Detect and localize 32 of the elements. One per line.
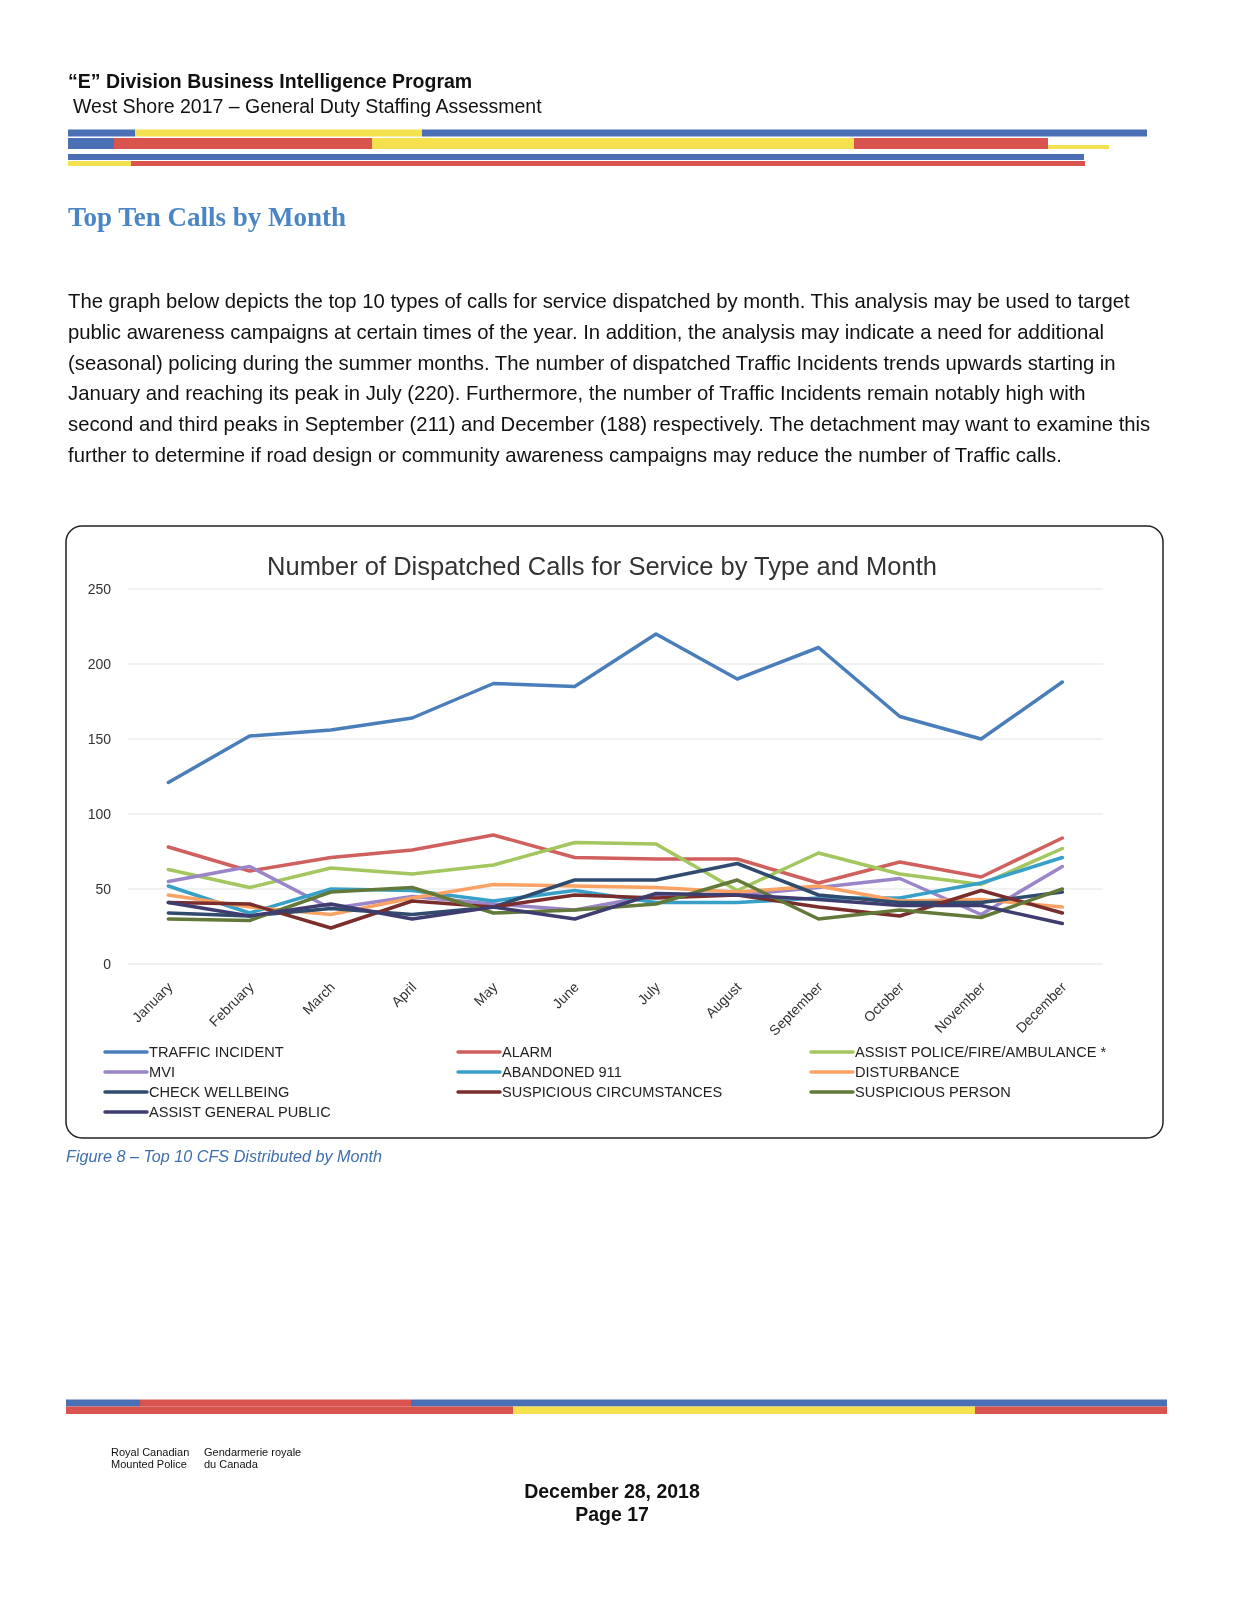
line-series (166, 878, 1065, 923)
line-series (166, 833, 1065, 885)
y-tick-label: 200 (87, 655, 112, 672)
text: “E” Division Business Intelligence Program (68, 70, 473, 92)
legend-label: TRAFFIC INCIDENT (149, 1044, 284, 1061)
y-tick-label: 0 (103, 955, 112, 972)
legend-label: ALARM (502, 1044, 553, 1061)
y-tick-label: 250 (87, 580, 112, 597)
legend-label: SUSPICIOUS PERSON (855, 1084, 1011, 1101)
y-tick-label: 50 (95, 880, 112, 897)
legend-label: ABANDONED 911 (502, 1064, 622, 1081)
text: December 28, 2018 (524, 1480, 700, 1502)
text: Gendarmerie royale du Canada (204, 1446, 302, 1470)
legend-label: ASSIST GENERAL PUBLIC (149, 1104, 331, 1121)
text: The graph below depicts the top 10 types of calls for service dispatched by month. This analysis may be used to target public awareness campaigns at certain times of the year. In addition, the analysis may indicate a need for additional (seasonal) policing during the summer months. The number of dispatched Traffic Incidents trends upwards starting in January and reaching its peak in July (220). Furthermore, the number of Traffic Incidents remain notably high with second and third peaks in September (211) and December (188) respectively. The detachment may want to examine this further to determine if road design or community awareness campaigns may reduce the number of Traffic calls. (68, 290, 1151, 466)
text: Top Ten Calls by Month (68, 202, 347, 232)
chart-title: Number of Dispatched Calls for Service by Type and Month (267, 552, 937, 580)
text: Page 17 (575, 1503, 649, 1525)
caption: Figure 8 – Top 10 CFS Distributed by Month (66, 1147, 383, 1165)
y-tick-label: 100 (87, 805, 112, 822)
y-tick-label: 150 (87, 730, 112, 747)
line-series (166, 632, 1065, 785)
x-tick-label: May (470, 978, 501, 1009)
x-tick-label: July (634, 978, 664, 1008)
text: Royal Canadian Mounted Police (111, 1446, 190, 1470)
text: West Shore 2017 – General Duty Staffing Assessment (73, 95, 543, 117)
legend-label: ASSIST POLICE/FIRE/AMBULANCE * (855, 1044, 1107, 1061)
line-series (166, 840, 1065, 893)
legend-label: MVI (149, 1064, 175, 1081)
legend-label: CHECK WELLBEING (149, 1084, 290, 1101)
legend-label: SUSPICIOUS CIRCUMSTANCES (502, 1084, 723, 1101)
legend-label: DISTURBANCE (855, 1064, 960, 1081)
